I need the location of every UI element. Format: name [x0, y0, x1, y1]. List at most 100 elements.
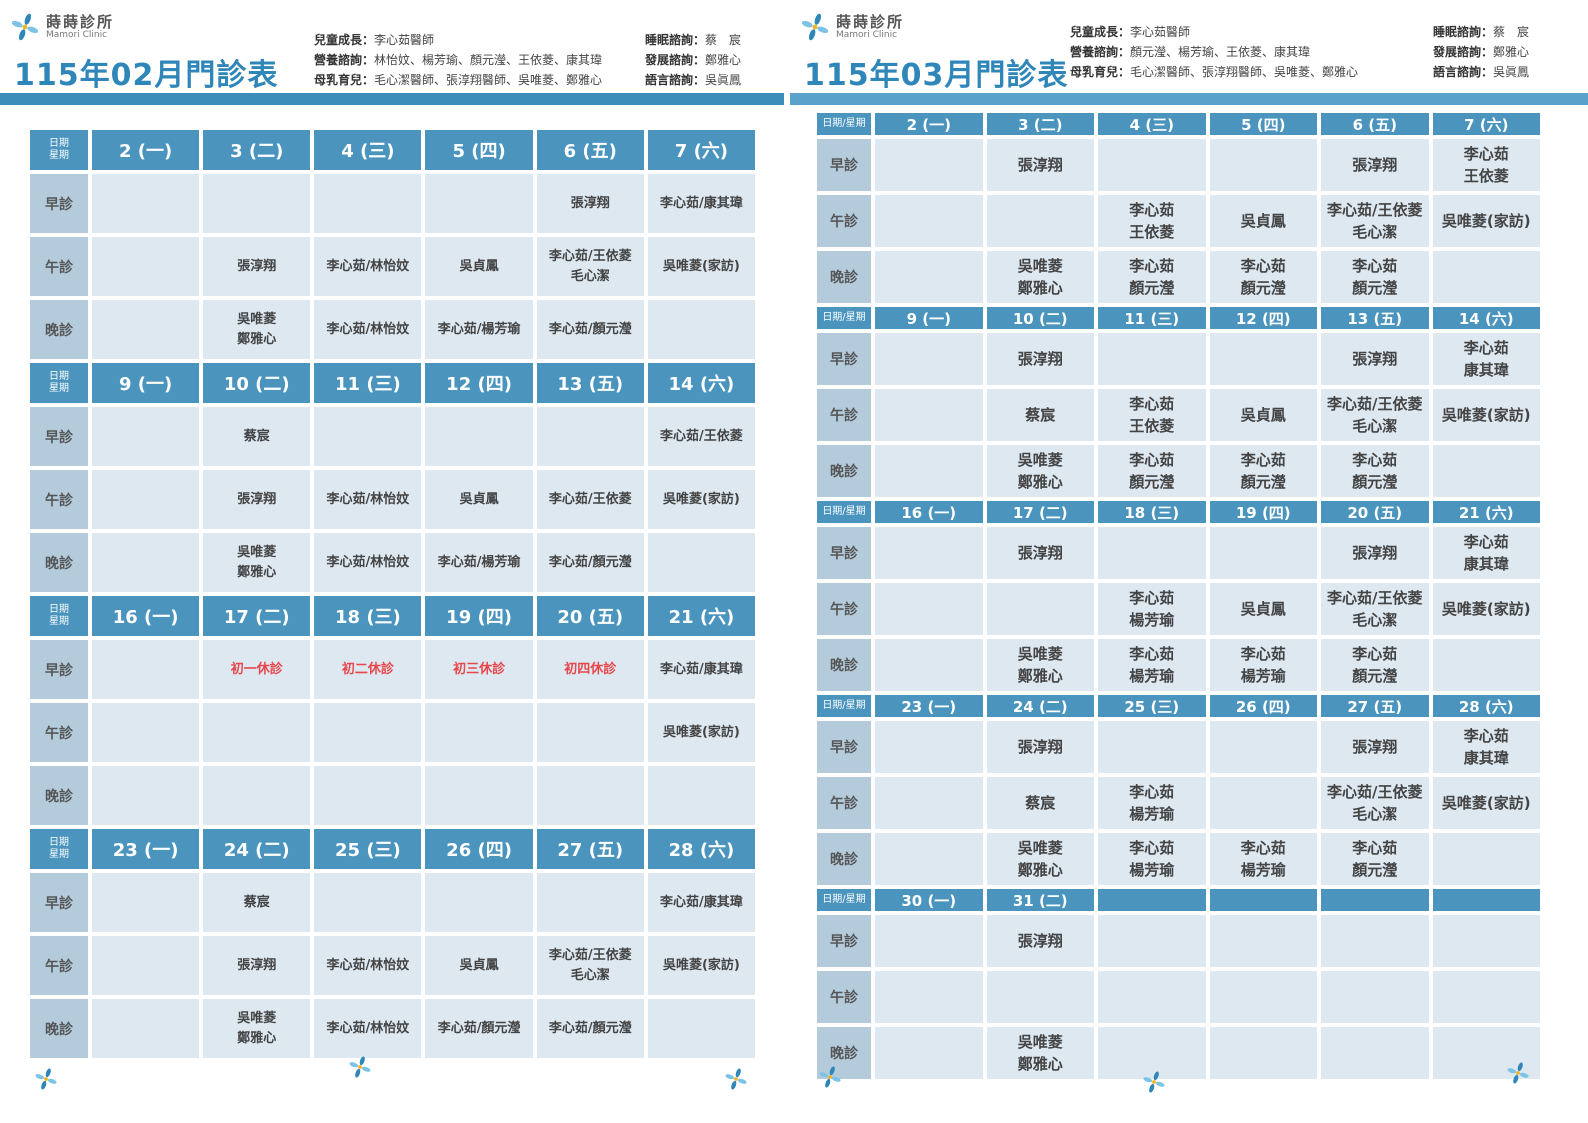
staff-label: 睡眠諮詢：: [1433, 25, 1494, 39]
schedule-cell: [425, 873, 533, 932]
day-header: 26 (四): [425, 829, 533, 869]
schedule-cell: 張淳翔: [1321, 527, 1429, 579]
schedule-cell: 李心茹/楊芳瑜: [425, 533, 533, 592]
staff-list: 睡眠諮詢：蔡 宸發展諮詢：鄭雅心 語言諮詢：吳眞鳳: [645, 30, 741, 90]
staff-value: 林怡妏、楊芳瑜、顏元瀅、王依菱、康其瑋: [374, 53, 603, 67]
flower-icon: [801, 13, 829, 41]
schedule-cell: 李心茹/王依菱 毛心潔: [536, 936, 644, 995]
staff-value: 鄭雅心: [705, 53, 742, 67]
schedule-cell: 初四休診: [536, 640, 644, 699]
staff-label: 母乳育兒：: [1070, 65, 1131, 79]
schedule-cell: [1432, 833, 1540, 885]
schedule-cell: 李心茹/林怡妏: [314, 237, 422, 296]
session-label: 午診: [30, 936, 88, 995]
day-header: 7 (六): [647, 130, 755, 170]
schedule-cell: 李心茹/顏元瀅: [425, 999, 533, 1058]
schedule-cell: [1432, 639, 1540, 691]
schedule-cell: [1098, 721, 1206, 773]
schedule-cell: [203, 766, 311, 825]
session-label: 晚診: [817, 639, 871, 691]
day-header: [1209, 889, 1317, 911]
day-header: [1321, 889, 1429, 911]
schedule-cell: 李心茹/康其瑋: [647, 640, 755, 699]
staff-value: 李心茹醫師: [374, 33, 435, 47]
schedule-cell: [203, 703, 311, 762]
schedule-cell: 李心茹 王依菱: [1098, 195, 1206, 247]
session-label: 早診: [30, 873, 88, 932]
day-header: [1098, 889, 1206, 911]
schedule-cell: [92, 237, 200, 296]
day-header: 14 (六): [647, 363, 755, 403]
schedule-cell: [875, 915, 983, 967]
corner-cell: 日期/星期: [817, 695, 871, 717]
schedule-cell: [92, 300, 200, 359]
staff-line: 兒童成長：李心茹醫師: [314, 30, 602, 50]
schedule-cell: [425, 766, 533, 825]
session-label: 晚診: [30, 766, 88, 825]
day-header: 17 (二): [986, 501, 1094, 523]
clinic-name-en: Mamori Clinic: [836, 30, 898, 40]
title: 115年02月門診表: [14, 58, 279, 93]
flower-icon: [725, 1068, 747, 1090]
schedule-cell: 李心茹 顏元瀅: [1321, 639, 1429, 691]
schedule-cell: [875, 1027, 983, 1079]
schedule-cell: 吳唯菱(家訪): [1432, 389, 1540, 441]
day-header: 12 (四): [425, 363, 533, 403]
session-label: 早診: [817, 139, 871, 191]
day-header: 2 (一): [92, 130, 200, 170]
day-header: 10 (二): [986, 307, 1094, 329]
schedule-cell: 李心茹/林怡妏: [314, 999, 422, 1058]
schedule-cell: 吳唯菱(家訪): [647, 936, 755, 995]
session-label: 晚診: [817, 1027, 871, 1079]
session-label: 午診: [817, 389, 871, 441]
day-header: 21 (六): [647, 596, 755, 636]
day-header: 11 (三): [314, 363, 422, 403]
staff-value: 李心茹醫師: [1130, 25, 1191, 39]
schedule-cell: 吳唯菱(家訪): [647, 703, 755, 762]
schedule-cell: 張淳翔: [986, 915, 1094, 967]
schedule-cell: 張淳翔: [986, 333, 1094, 385]
day-header: 4 (三): [314, 130, 422, 170]
schedule-page: 蒔蒔診所 Mamori Clinic 115年03月門診表 兒童成長：李心茹醫師 營養諮…: [790, 0, 1588, 1123]
day-header: 25 (三): [1098, 695, 1206, 717]
schedule-cell: [875, 389, 983, 441]
title: 115年03月門診表: [804, 58, 1069, 93]
schedule-cell: 李心茹 楊芳瑜: [1098, 583, 1206, 635]
corner-cell: 日期 星期: [30, 829, 88, 869]
day-header: 23 (一): [875, 695, 983, 717]
schedule-cell: 蔡宸: [203, 407, 311, 466]
day-header: 12 (四): [1209, 307, 1317, 329]
schedule-cell: 吳貞鳳: [1209, 195, 1317, 247]
schedule-cell: 吳貞鳳: [425, 470, 533, 529]
schedule-cell: 李心茹 楊芳瑜: [1098, 777, 1206, 829]
schedule-cell: [875, 195, 983, 247]
schedule-cell: 吳貞鳳: [425, 237, 533, 296]
day-header: 27 (五): [1321, 695, 1429, 717]
schedule-cell: [875, 445, 983, 497]
session-label: 晚診: [817, 445, 871, 497]
day-header: 6 (五): [1321, 113, 1429, 135]
schedule-cell: [647, 300, 755, 359]
day-header: 9 (一): [92, 363, 200, 403]
staff-line: 發展諮詢：鄭雅心: [645, 50, 741, 70]
schedule-cell: [536, 766, 644, 825]
schedule-cell: 李心茹/王依菱 毛心潔: [1321, 583, 1429, 635]
schedule-cell: [986, 195, 1094, 247]
session-label: 早診: [30, 407, 88, 466]
schedule-cell: [875, 527, 983, 579]
flower-icon: [35, 1068, 57, 1090]
clinic-name-en: Mamori Clinic: [46, 30, 108, 40]
schedule-cell: [1098, 333, 1206, 385]
schedule-cell: 蔡宸: [203, 873, 311, 932]
schedule-cell: 張淳翔: [1321, 721, 1429, 773]
day-header: 21 (六): [1432, 501, 1540, 523]
schedule-cell: [92, 174, 200, 233]
logo-text: 蒔蒔診所 Mamori Clinic: [836, 14, 904, 40]
schedule-cell: [1098, 139, 1206, 191]
schedule-cell: [1432, 251, 1540, 303]
session-label: 晚診: [30, 533, 88, 592]
schedule-cell: 吳唯菱 鄭雅心: [986, 639, 1094, 691]
schedule-cell: 李心茹/王依菱: [536, 470, 644, 529]
day-header: 13 (五): [1321, 307, 1429, 329]
day-header: 26 (四): [1209, 695, 1317, 717]
